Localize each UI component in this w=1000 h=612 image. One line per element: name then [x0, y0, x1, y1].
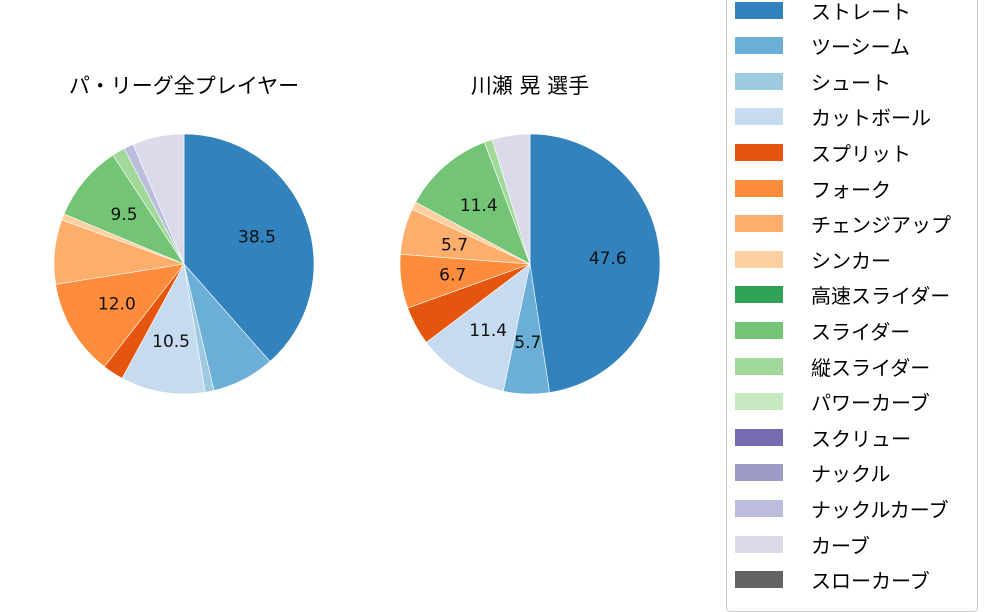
- legend-swatch: [735, 143, 783, 161]
- slice-value-label: 5.7: [514, 333, 541, 353]
- legend-label: チェンジアップ: [811, 213, 951, 238]
- legend-label: フォーク: [811, 177, 891, 202]
- legend-swatch: [735, 250, 783, 268]
- pie-slice: [415, 141, 531, 265]
- legend-item: スクリュー: [735, 422, 911, 452]
- slice-value-label: 47.6: [589, 249, 627, 269]
- legend-item: カーブ: [735, 529, 870, 559]
- slice-value-label: 10.5: [152, 332, 190, 352]
- slice-value-label: 38.5: [238, 227, 276, 247]
- legend-label: パワーカーブ: [811, 391, 930, 416]
- legend-label: シンカー: [811, 248, 891, 273]
- legend-swatch: [735, 571, 783, 589]
- legend-label: スクリュー: [811, 426, 911, 451]
- legend-label: 高速スライダー: [811, 284, 951, 309]
- pie-slice: [63, 154, 185, 265]
- legend-swatch: [735, 357, 783, 375]
- slice-value-label: 11.4: [469, 321, 507, 341]
- pie-slice: [132, 133, 185, 265]
- legend-swatch: [735, 179, 783, 197]
- legend-item: スローカーブ: [735, 565, 930, 595]
- legend-swatch: [735, 72, 783, 90]
- legend-item: フォーク: [735, 173, 891, 203]
- legend-label: シュート: [811, 70, 891, 95]
- slice-value-label: 5.7: [441, 235, 468, 255]
- legend-label: スライダー: [811, 319, 911, 344]
- pie-slice: [183, 133, 315, 362]
- legend-label: ツーシーム: [811, 35, 910, 60]
- legend-label: ナックルカーブ: [811, 497, 949, 522]
- legend-swatch: [735, 37, 783, 55]
- legend-swatch: [735, 499, 783, 517]
- legend-swatch: [735, 286, 783, 304]
- legend: ストレートツーシームシュートカットボール スプリットフォークチェンジアップ シンカー…: [726, 0, 978, 612]
- pie-slice: [121, 263, 206, 395]
- pie-slice: [529, 133, 661, 393]
- legend-item: 高速スライダー: [735, 280, 950, 310]
- legend-label: スローカーブ: [811, 569, 930, 594]
- legend-swatch: [735, 321, 783, 339]
- legend-swatch: [735, 393, 783, 411]
- legend-label: ナックル: [811, 462, 891, 487]
- pie-chart-league: 38.5 10.5 12.0 9.5: [53, 133, 315, 395]
- legend-swatch: [735, 215, 783, 233]
- legend-item: ナックルカーブ: [735, 493, 949, 523]
- legend-swatch: [735, 428, 783, 446]
- legend-item: 縦スライダー: [735, 351, 930, 381]
- slice-value-label: 9.5: [111, 205, 138, 225]
- chart-title-player: 川瀬 晃 選手: [470, 74, 590, 98]
- legend-item: スライダー: [735, 315, 910, 345]
- legend-label: カットボール: [811, 106, 931, 131]
- chart-title-league: パ・リーグ全プレイヤー: [68, 74, 300, 98]
- pie-slice: [491, 133, 531, 265]
- pie-slice: [55, 263, 185, 368]
- legend-swatch: [735, 108, 783, 126]
- legend-label: スプリット: [811, 141, 911, 166]
- legend-item: パワーカーブ: [735, 387, 930, 417]
- pie-chart-player: 47.6 5.7 11.4 6.7 5.7 11.4: [399, 133, 661, 395]
- legend-label: 縦スライダー: [811, 355, 931, 380]
- legend-item: カットボール: [735, 102, 931, 132]
- legend-item: シュート: [735, 66, 891, 96]
- legend-item: ツーシーム: [735, 31, 910, 61]
- legend-item: ナックル: [735, 458, 890, 488]
- legend-item: チェンジアップ: [735, 209, 951, 239]
- legend-item: ストレート: [735, 0, 911, 25]
- legend-swatch: [735, 1, 783, 19]
- slice-value-label: 12.0: [98, 295, 136, 315]
- legend-swatch: [735, 464, 783, 482]
- slice-value-label: 11.4: [460, 196, 498, 216]
- legend-item: シンカー: [735, 244, 891, 274]
- pie-slice: [425, 263, 531, 392]
- legend-swatch: [735, 535, 783, 553]
- slice-value-label: 6.7: [439, 266, 466, 286]
- legend-label: ストレート: [811, 0, 911, 24]
- legend-item: スプリット: [735, 137, 911, 167]
- legend-label: カーブ: [811, 533, 870, 558]
